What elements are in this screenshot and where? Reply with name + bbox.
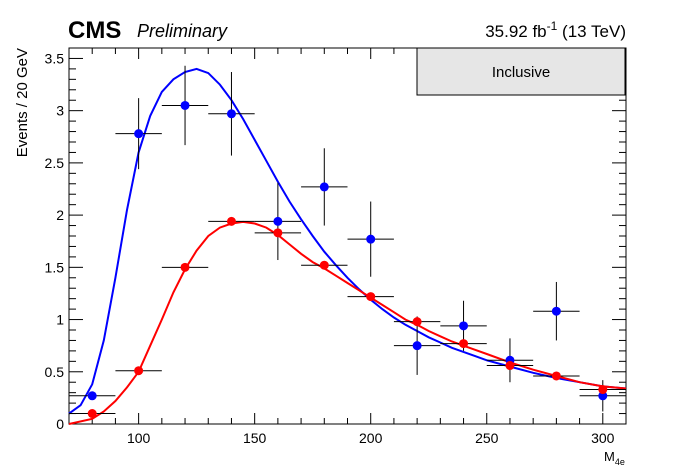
data-point-2 — [598, 385, 608, 395]
y-tick-label: 0 — [56, 416, 64, 432]
y-tick-label: 3 — [56, 103, 64, 119]
lumi-value: 35.92 fb — [485, 22, 546, 41]
plot-frame — [68, 47, 627, 425]
y-tick-label: 2 — [56, 207, 64, 223]
data-point-1 — [319, 182, 329, 192]
status-label: Preliminary — [137, 21, 228, 41]
lumi-label: 35.92 fb-1 (13 TeV) — [485, 19, 626, 41]
data-point-1 — [226, 109, 236, 119]
data-point-1 — [412, 341, 422, 351]
data-point-2 — [459, 339, 469, 349]
lumi-exponent: -1 — [547, 19, 558, 33]
data-point-2 — [87, 409, 97, 419]
data-point-1 — [366, 234, 376, 244]
data-point-2 — [134, 366, 144, 376]
energy-label: (13 TeV) — [562, 22, 626, 41]
x-axis-title-sub: 4e — [615, 457, 625, 467]
x-tick-label: 300 — [591, 430, 615, 446]
axes: 100 150 200 250 300 0 0.5 1 1.5 2 2.5 3 3.5 — [45, 47, 627, 446]
data-point-1 — [87, 391, 97, 401]
data-point-2 — [319, 260, 329, 270]
data-point-2 — [226, 216, 236, 226]
data-point-2 — [273, 228, 283, 238]
data-point-1 — [459, 321, 469, 331]
y-tick-label: 1 — [56, 312, 64, 328]
data-points — [69, 65, 626, 419]
data-point-2 — [505, 361, 515, 371]
fit-curve-2 — [68, 220, 627, 425]
data-point-2 — [366, 292, 376, 302]
data-point-1 — [180, 100, 190, 110]
y-tick-label: 3.5 — [45, 50, 65, 66]
data-point-2 — [412, 317, 422, 327]
data-point-2 — [551, 371, 561, 381]
x-tick-label: 150 — [243, 430, 267, 446]
data-point-1 — [598, 391, 608, 401]
y-axis-title: Events / 20 GeV — [14, 48, 31, 157]
x-tick-label: 100 — [127, 430, 151, 446]
x-tick-label: 200 — [359, 430, 383, 446]
data-point-2 — [180, 262, 190, 272]
x-axis-title: M4e — [604, 449, 625, 467]
data-point-1 — [273, 216, 283, 226]
legend-box: Inclusive — [416, 47, 626, 96]
y-tick-label: 0.5 — [45, 364, 65, 380]
data-point-1 — [551, 306, 561, 316]
y-tick-label: 1.5 — [45, 259, 65, 275]
fit-curve-1 — [68, 67, 627, 415]
data-point-1 — [134, 129, 144, 139]
x-axis-title-main: M — [604, 449, 615, 464]
y-tick-label: 2.5 — [45, 155, 65, 171]
experiment-label: CMS — [68, 17, 121, 44]
x-tick-label: 250 — [475, 430, 499, 446]
legend-label: Inclusive — [492, 64, 550, 81]
